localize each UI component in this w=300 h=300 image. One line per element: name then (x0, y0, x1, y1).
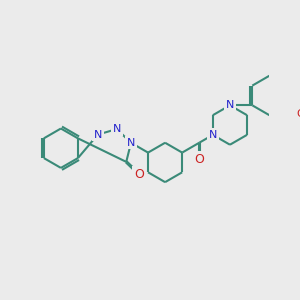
Text: O: O (296, 109, 300, 119)
Text: N: N (94, 130, 102, 140)
Text: O: O (134, 168, 144, 181)
Text: N: N (112, 124, 121, 134)
Text: N: N (127, 138, 135, 148)
Text: N: N (226, 100, 234, 110)
Text: N: N (209, 130, 217, 140)
Text: O: O (194, 153, 204, 166)
